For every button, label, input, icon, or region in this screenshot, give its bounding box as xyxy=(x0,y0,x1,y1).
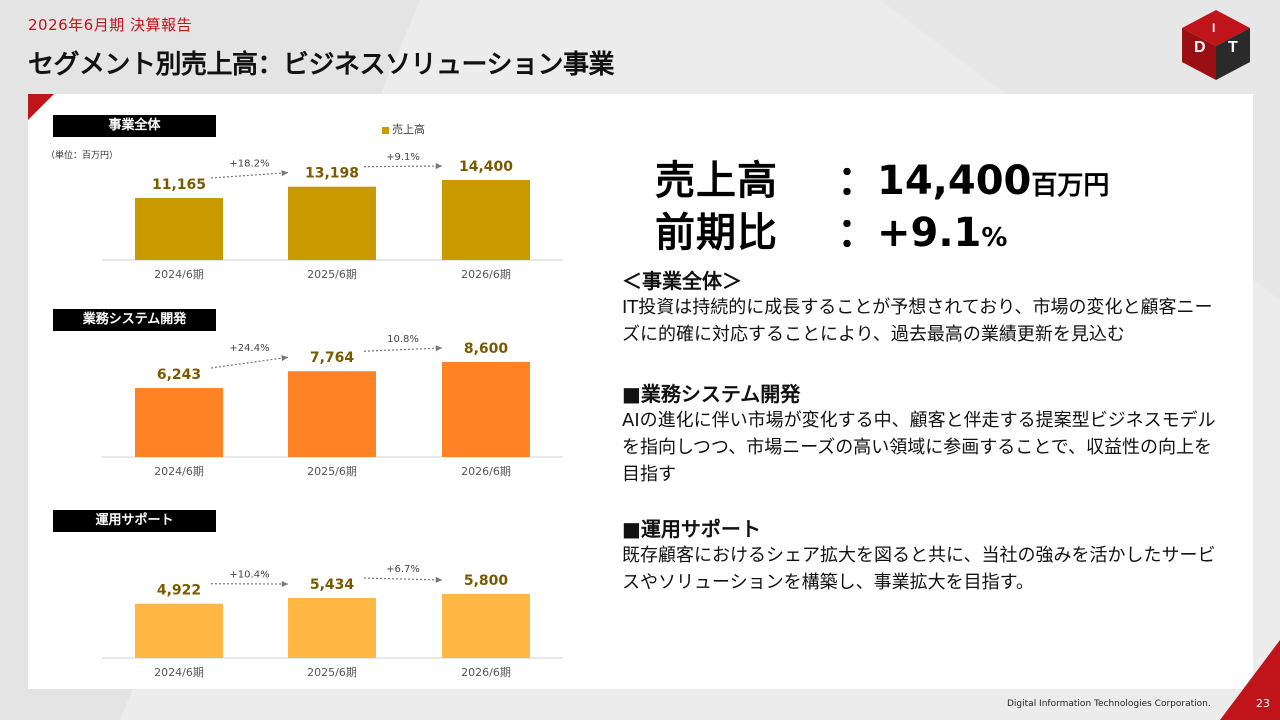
yoy-unit: % xyxy=(981,223,1008,253)
legend-label: 売上高 xyxy=(392,123,425,136)
data-label: 7,764 xyxy=(310,350,355,366)
sales-label: 売上高 xyxy=(655,158,778,204)
data-label: 8,600 xyxy=(464,341,509,357)
growth-arrow-head xyxy=(435,163,442,170)
section-total: ＜事業全体＞ IT投資は持続的に成長することが予想されており、市場の変化と顧客ニ… xyxy=(622,265,1222,348)
legend-swatch xyxy=(382,126,389,134)
bar xyxy=(442,180,530,260)
summary-yoy: 前期比 ：+9.1% xyxy=(655,200,1007,258)
red-corner-accent xyxy=(28,94,54,120)
tick-label: 2025/6期 xyxy=(307,268,357,281)
data-label: 5,800 xyxy=(464,573,509,589)
data-label: 11,165 xyxy=(152,177,206,193)
growth-label: +9.1% xyxy=(386,152,420,163)
data-label: 4,922 xyxy=(157,583,201,599)
page-number: 23 xyxy=(1256,697,1270,710)
section-support-title: ■運用サポート xyxy=(622,517,761,541)
sales-value: ：14,400 xyxy=(837,158,1032,204)
section-support: ■運用サポート 既存顧客におけるシェア拡大を図ると共に、当社の強みを活かしたサー… xyxy=(622,513,1222,596)
yoy-label: 前期比 xyxy=(655,210,778,256)
tick-label: 2024/6期 xyxy=(154,666,204,679)
footer-corporation: Digital Information Technologies Corpora… xyxy=(1007,699,1211,709)
bar xyxy=(288,186,376,260)
tick-label: 2024/6期 xyxy=(154,268,204,281)
red-corner-bottom xyxy=(1220,640,1280,720)
section-business-title: ■業務システム開発 xyxy=(622,382,801,406)
section-total-body: IT投資は持続的に成長することが予想されており、市場の変化と顧客ニーズに的確に対… xyxy=(622,297,1213,345)
section-total-title: ＜事業全体＞ xyxy=(622,269,742,293)
page-title: セグメント別売上高：ビジネスソリューション事業 xyxy=(28,50,614,80)
growth-arrow-line xyxy=(363,347,443,352)
report-subtitle: 2026年6月期 決算報告 xyxy=(28,16,192,34)
bar xyxy=(135,197,223,260)
tick-label: 2025/6期 xyxy=(307,666,357,679)
growth-arrow-head xyxy=(281,580,288,588)
growth-label: +10.4% xyxy=(229,570,269,581)
yoy-value: ：+9.1 xyxy=(837,210,982,256)
data-label: 14,400 xyxy=(459,159,513,175)
bar xyxy=(442,362,530,457)
unit-note: （単位：百万円） xyxy=(46,151,119,161)
tick-label: 2025/6期 xyxy=(307,465,357,478)
growth-label: +6.7% xyxy=(386,564,420,575)
tick-label: 2026/6期 xyxy=(461,465,511,478)
bar xyxy=(288,371,376,457)
svg-text:D: D xyxy=(1194,39,1206,56)
section-support-body: 既存顧客におけるシェア拡大を図ると共に、当社の強みを活かしたサービスやソリューシ… xyxy=(622,545,1216,593)
svg-text:T: T xyxy=(1228,39,1238,56)
bar xyxy=(135,603,223,658)
segment-label-business: 業務システム開発 xyxy=(53,309,216,331)
growth-arrow-head xyxy=(435,576,442,583)
growth-arrow-head xyxy=(435,345,442,352)
tick-label: 2024/6期 xyxy=(154,465,204,478)
growth-label: +24.4% xyxy=(229,343,269,354)
segment-label-support: 運用サポート xyxy=(53,510,216,532)
chart-legend: 売上高 xyxy=(382,121,425,137)
data-label: 6,243 xyxy=(157,367,201,383)
growth-arrow-line xyxy=(210,356,289,369)
section-business: ■業務システム開発 AIの進化に伴い市場が変化する中、顧客と伴走する提案型ビジネ… xyxy=(622,378,1222,488)
growth-arrow-line xyxy=(363,165,443,168)
growth-arrow-head xyxy=(281,170,288,177)
content-panel xyxy=(28,94,1253,689)
tick-label: 2026/6期 xyxy=(461,268,511,281)
segment-label-total: 事業全体 xyxy=(53,115,216,137)
growth-arrow-line xyxy=(210,172,289,179)
bar xyxy=(442,594,530,658)
growth-label: +18.2% xyxy=(229,159,269,170)
svg-text:I: I xyxy=(1212,21,1215,35)
data-label: 5,434 xyxy=(310,577,355,593)
dit-cube-logo-icon: D I T xyxy=(1182,10,1250,80)
tick-label: 2026/6期 xyxy=(461,666,511,679)
data-label: 13,198 xyxy=(305,166,359,182)
growth-arrow-line xyxy=(363,577,443,581)
summary-sales: 売上高 ：14,400百万円 xyxy=(655,148,1109,206)
section-business-body: AIの進化に伴い市場が変化する中、顧客と伴走する提案型ビジネスモデルを指向しつつ… xyxy=(622,410,1216,485)
bar xyxy=(135,388,223,457)
growth-label: 10.8% xyxy=(387,334,419,345)
sales-unit: 百万円 xyxy=(1031,171,1110,201)
bar xyxy=(288,598,376,658)
growth-arrow-head xyxy=(281,355,288,362)
